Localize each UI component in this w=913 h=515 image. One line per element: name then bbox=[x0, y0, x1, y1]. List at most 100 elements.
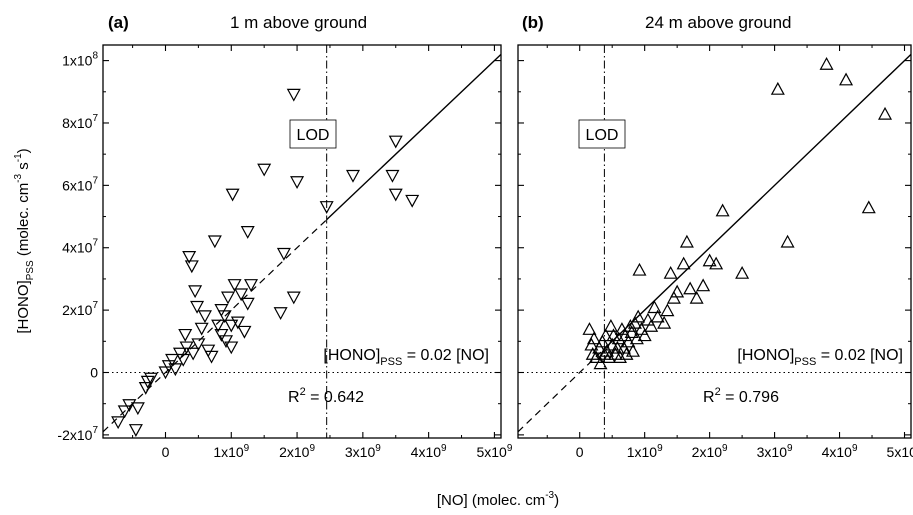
panel-a-lod-box: LOD bbox=[289, 119, 337, 149]
panel-a-x-tick-label: 0 bbox=[162, 444, 170, 460]
panel-b-lod-rect bbox=[578, 119, 626, 149]
panel-b-lod-label: LOD bbox=[586, 127, 619, 144]
panel-b-data-point bbox=[595, 334, 610, 348]
panel-a: (a) 1 m above ground 0 1x109 2x109 3x109 4x1… bbox=[57, 13, 512, 460]
panel-b-data-point bbox=[683, 281, 698, 295]
panel-a-eq-sub: PSS bbox=[380, 356, 402, 368]
panel-b-data-point bbox=[715, 203, 730, 217]
panel-b-equation: [HONO]PSS = 0.02 [NO] bbox=[737, 347, 903, 368]
panel-a-data-point bbox=[172, 347, 187, 361]
panel-a-data-point bbox=[204, 350, 219, 364]
panel-a-data-point bbox=[388, 188, 403, 202]
panel-b-data-point bbox=[660, 303, 675, 317]
panel-b-data-point bbox=[586, 331, 602, 345]
panel-a-data-point bbox=[240, 226, 255, 239]
panel-a-eq-rest: = 0.02 [NO] bbox=[402, 347, 489, 364]
panel-a-data-point bbox=[184, 260, 199, 274]
panel-a-data-point bbox=[176, 353, 191, 367]
panel-a-data-point bbox=[345, 169, 360, 183]
panel-a-data-point bbox=[286, 291, 301, 305]
panel-b-data-point bbox=[780, 234, 795, 248]
panel-a-x-tick-label: 2x109 bbox=[279, 443, 315, 460]
panel-b-data-point bbox=[679, 234, 694, 248]
panel-b-r2: R2 = 0.796 bbox=[703, 386, 779, 406]
panel-a-data-point bbox=[290, 176, 305, 189]
panel-b-r2-sup: 2 bbox=[715, 386, 721, 398]
panel-a-title: 1 m above ground bbox=[230, 13, 367, 32]
panel-a-data-point bbox=[117, 405, 132, 419]
panel-b-data-point bbox=[878, 106, 893, 120]
y-label-mid: s bbox=[15, 162, 32, 174]
panel-a-data-point bbox=[158, 366, 173, 380]
panel-a-data-point bbox=[182, 250, 197, 264]
panel-a-x-tick-label: 4x109 bbox=[411, 443, 447, 460]
panel-b-x-tick-label: 5x109 bbox=[887, 443, 913, 460]
panel-a-data-point bbox=[179, 341, 194, 355]
panel-a-data-point bbox=[168, 363, 183, 377]
panel-b-x-tick-label: 2x109 bbox=[692, 443, 728, 460]
panel-a-data-point bbox=[128, 424, 143, 437]
panel-b-data-point bbox=[670, 284, 685, 298]
panel-b-data-point bbox=[605, 337, 620, 351]
panel-b-data-point bbox=[621, 334, 636, 348]
panel-b-data-point bbox=[603, 318, 618, 332]
panel-b-x-ticks: 0 1x109 2x109 3x109 4x109 5x109 bbox=[546, 45, 913, 460]
panel-a-data-point bbox=[191, 338, 206, 352]
y-label-sup1: -3 bbox=[13, 173, 24, 182]
panel-b-r2-rest: = 0.796 bbox=[721, 389, 779, 406]
panel-a-data-point bbox=[130, 402, 145, 416]
panel-b-data-point bbox=[627, 315, 642, 329]
panel-b-data-point bbox=[663, 265, 678, 279]
panel-a-x-tick-label: 5x109 bbox=[476, 443, 512, 460]
panel-b-data-point bbox=[606, 328, 621, 342]
panel-a-data-point bbox=[220, 291, 236, 305]
panel-b-data-point bbox=[644, 318, 659, 332]
panel-a-data-point bbox=[111, 416, 126, 430]
panel-b-data-point bbox=[640, 312, 655, 326]
panel-b-data-point bbox=[666, 290, 681, 304]
panel-b-data-point bbox=[735, 265, 750, 279]
panel-a-lod-rect bbox=[289, 119, 337, 149]
panel-b-data-point bbox=[601, 350, 616, 364]
panel-a-data-point bbox=[230, 316, 245, 330]
panel-a-data-point bbox=[405, 194, 420, 208]
panel-a-r2-rest: = 0.642 bbox=[306, 389, 364, 406]
panel-a-r2-sup: 2 bbox=[300, 386, 306, 398]
panel-a-data-point bbox=[234, 288, 249, 302]
x-label-sup: -3 bbox=[545, 490, 554, 501]
panel-b-eq-sub: PSS bbox=[794, 356, 816, 368]
panel-a-label: (a) bbox=[108, 13, 129, 32]
panel-a-data-point bbox=[244, 279, 259, 292]
panel-a-eq-main: [HONO] bbox=[323, 347, 380, 364]
panel-a-y-tick-label: 1x108 bbox=[62, 51, 98, 69]
panel-a-data-point bbox=[122, 399, 137, 413]
panel-b-x-tick-label: 4x109 bbox=[822, 443, 858, 460]
panel-b-data-point bbox=[696, 278, 711, 292]
panel-a-data-point bbox=[186, 347, 201, 361]
x-label-end: ) bbox=[554, 492, 559, 509]
panel-b-data-point bbox=[625, 343, 640, 357]
panel-a-y-tick-label: 2x107 bbox=[62, 300, 98, 318]
panel-a-lod-label: LOD bbox=[297, 127, 330, 144]
panel-a-data-point bbox=[273, 307, 288, 320]
panel-a-data-point bbox=[214, 328, 229, 342]
panel-a-data-point bbox=[190, 300, 205, 314]
panel-b-data-point bbox=[598, 328, 613, 342]
panel-a-data-point bbox=[201, 344, 216, 358]
panel-b-data-point bbox=[624, 325, 639, 339]
panel-a-data-point bbox=[214, 304, 229, 317]
panel-b-y-ticks bbox=[518, 60, 911, 436]
panel-b-lod-box: LOD bbox=[578, 119, 626, 149]
panel-b-eq-main: [HONO] bbox=[737, 347, 794, 364]
panel-a-x-tick-label: 1x109 bbox=[213, 443, 249, 460]
panel-b-fit-dashed bbox=[517, 348, 605, 433]
panel-a-equation: [HONO]PSS = 0.02 [NO] bbox=[323, 347, 489, 368]
y-label-end: ) bbox=[15, 148, 32, 153]
y-axis-label: [HONO]PSS (molec. cm-3 s-1) bbox=[13, 148, 36, 333]
panel-a-fit-dashed bbox=[102, 219, 328, 433]
panel-b-title: 24 m above ground bbox=[645, 13, 792, 32]
panel-b-data-point bbox=[676, 256, 691, 270]
panel-a-data-point bbox=[319, 201, 334, 214]
panel-b-data-point bbox=[619, 347, 634, 360]
panel-b-data-point bbox=[770, 81, 785, 95]
